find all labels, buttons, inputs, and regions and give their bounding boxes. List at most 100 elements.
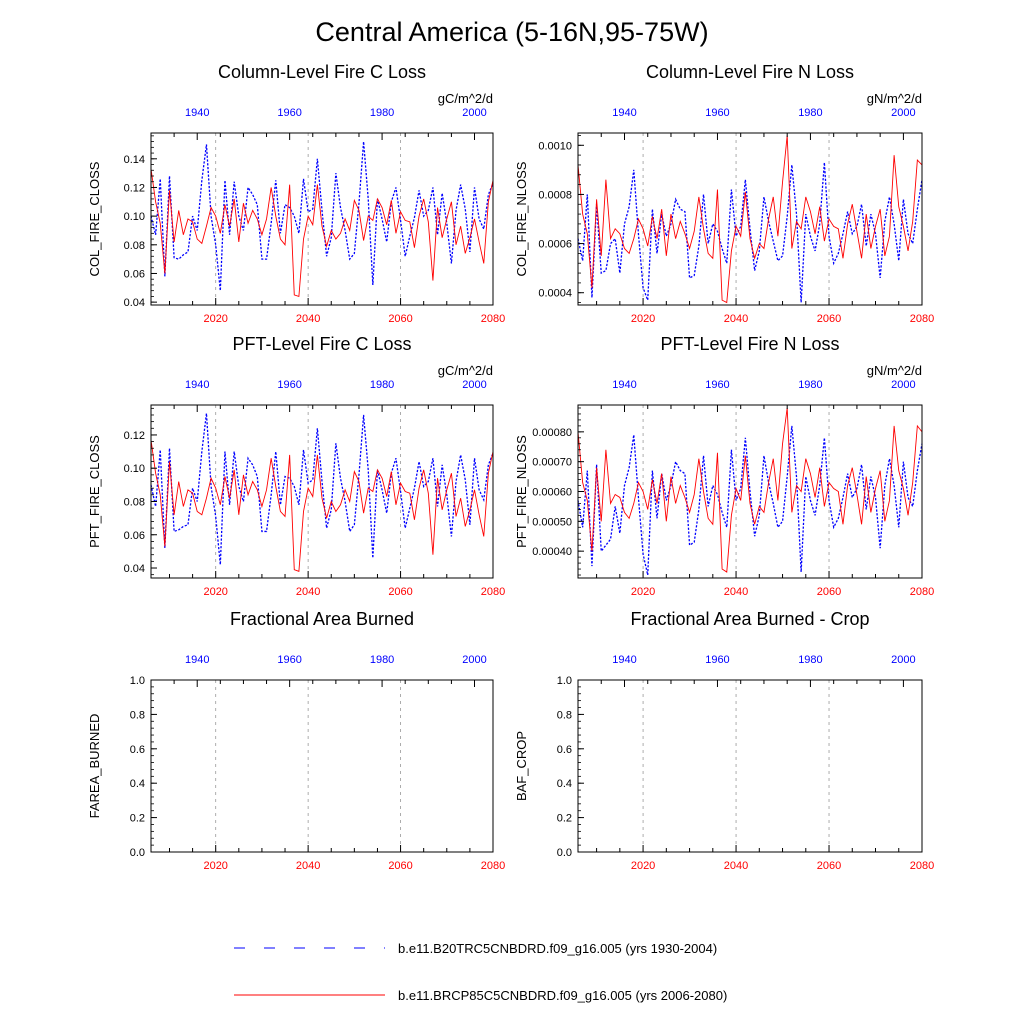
plot-frame (577, 132, 923, 306)
units-label: gC/m^2/d (438, 363, 493, 378)
x-bottom-tick-label: 2060 (817, 860, 841, 872)
main-title: Central America (5-16N,95-75W) (315, 17, 708, 47)
chart-panels: Column-Level Fire C Loss gC/m^2/d COL_FIRE… (87, 62, 934, 872)
x-bottom-tick-label: 2040 (724, 860, 748, 872)
y-tick-label: 0.0 (557, 847, 572, 859)
x-bottom-tick-label: 2080 (481, 586, 505, 598)
x-bottom-tick-label: 2080 (910, 313, 934, 325)
x-bottom-tick-label: 2080 (910, 860, 934, 872)
legend-label-control: b.e11.B20TRC5CNBDRD.f09_g16.005 (yrs 193… (398, 941, 717, 956)
panel-title: Fractional Area Burned - Crop (630, 609, 869, 629)
y-tick-label: 0.14 (124, 154, 145, 166)
y-tick-label: 0.0006 (538, 239, 572, 251)
y-axis-label: PFT_FIRE_CLOSS (87, 435, 102, 548)
y-tick-label: 1.0 (130, 675, 145, 687)
x-top-tick-label: 1940 (612, 654, 636, 666)
x-bottom-tick-label: 2040 (296, 586, 320, 598)
x-top-tick-label: 1980 (798, 654, 822, 666)
y-tick-label: 0.08 (124, 240, 145, 252)
x-top-tick-label: 2000 (462, 107, 486, 119)
x-bottom-tick-label: 2020 (631, 860, 655, 872)
y-tick-label: 0.4 (130, 778, 145, 790)
y-tick-label: 0.08 (124, 496, 145, 508)
chart-panel-pft-fire-closs: PFT-Level Fire C Loss gC/m^2/d PFT_FIRE_CL… (87, 334, 505, 598)
y-tick-label: 0.06 (124, 268, 145, 280)
x-bottom-tick-label: 2080 (910, 586, 934, 598)
x-top-tick-label: 1960 (277, 379, 301, 391)
y-tick-label: 0.10 (124, 211, 145, 223)
series-line-control (150, 413, 494, 565)
y-tick-label: 0.0010 (538, 140, 572, 152)
x-top-tick-label: 1960 (277, 654, 301, 666)
series-line-future (577, 407, 923, 573)
y-tick-label: 0.6 (557, 744, 572, 756)
y-tick-label: 0.10 (124, 463, 145, 475)
series-line-control (577, 162, 923, 303)
units-label: gN/m^2/d (867, 91, 922, 106)
x-bottom-tick-label: 2020 (203, 586, 227, 598)
y-tick-label: 0.2 (557, 813, 572, 825)
x-top-tick-label: 1980 (370, 379, 394, 391)
y-tick-label: 0.04 (124, 297, 145, 309)
legend: b.e11.B20TRC5CNBDRD.f09_g16.005 (yrs 193… (234, 941, 727, 1003)
y-axis-label: COL_FIRE_CLOSS (87, 161, 102, 276)
series-line-future (150, 168, 494, 297)
x-bottom-tick-label: 2040 (296, 860, 320, 872)
panel-title: PFT-Level Fire C Loss (232, 334, 411, 354)
y-tick-label: 0.00060 (532, 487, 572, 499)
y-tick-label: 0.00080 (532, 427, 572, 439)
y-tick-label: 0.12 (124, 182, 145, 194)
x-top-tick-label: 2000 (891, 654, 915, 666)
x-top-tick-label: 1940 (185, 654, 209, 666)
x-bottom-tick-label: 2060 (388, 313, 412, 325)
y-axis-label: FAREA_BURNED (87, 714, 102, 819)
panel-title: PFT-Level Fire N Loss (660, 334, 839, 354)
series-line-future (577, 135, 923, 304)
x-top-tick-label: 1980 (370, 107, 394, 119)
units-label: gC/m^2/d (438, 91, 493, 106)
x-top-tick-label: 1980 (798, 107, 822, 119)
x-bottom-tick-label: 2060 (388, 860, 412, 872)
y-tick-label: 0.04 (124, 563, 145, 575)
x-top-tick-label: 1960 (705, 379, 729, 391)
y-tick-label: 0.8 (130, 709, 145, 721)
chart-panel-col-fire-nloss: Column-Level Fire N Loss gN/m^2/d COL_FIRE… (514, 62, 934, 325)
y-tick-label: 0.6 (130, 744, 145, 756)
x-bottom-tick-label: 2020 (631, 313, 655, 325)
chart-panel-col-fire-closs: Column-Level Fire C Loss gC/m^2/d COL_FIRE… (87, 62, 505, 325)
x-bottom-tick-label: 2020 (203, 860, 227, 872)
x-top-tick-label: 2000 (462, 654, 486, 666)
y-tick-label: 0.00040 (532, 546, 572, 558)
y-tick-label: 0.00050 (532, 516, 572, 528)
chart-panel-farea-burned: Fractional Area Burned FAREA_BURNED 0.0 0.2… (87, 609, 505, 872)
y-axis-label: COL_FIRE_NLOSS (514, 161, 529, 276)
x-bottom-tick-label: 2040 (724, 313, 748, 325)
y-tick-label: 0.0004 (538, 288, 572, 300)
series-line-control (150, 141, 494, 291)
x-top-tick-label: 1940 (185, 107, 209, 119)
y-tick-label: 0.0 (130, 847, 145, 859)
plot-frame (150, 404, 494, 579)
x-bottom-tick-label: 2080 (481, 860, 505, 872)
plot-frame (150, 679, 494, 853)
x-top-tick-label: 1940 (185, 379, 209, 391)
x-bottom-tick-label: 2020 (631, 586, 655, 598)
x-bottom-tick-label: 2060 (817, 586, 841, 598)
x-bottom-tick-label: 2040 (724, 586, 748, 598)
chart-panel-pft-fire-nloss: PFT-Level Fire N Loss gN/m^2/d PFT_FIRE_NL… (514, 334, 934, 598)
x-top-tick-label: 1980 (798, 379, 822, 391)
plot-frame (150, 132, 494, 306)
y-tick-label: 0.06 (124, 530, 145, 542)
plot-frame (577, 679, 923, 853)
chart-panel-baf-crop: Fractional Area Burned - Crop BAF_CROP 0.0… (514, 609, 934, 872)
y-axis-label: BAF_CROP (514, 731, 529, 801)
x-top-tick-label: 1980 (370, 654, 394, 666)
legend-label-future: b.e11.BRCP85C5CNBDRD.f09_g16.005 (yrs 20… (398, 988, 727, 1003)
x-top-tick-label: 2000 (891, 107, 915, 119)
panel-title: Column-Level Fire N Loss (646, 62, 854, 82)
y-axis-label: PFT_FIRE_NLOSS (514, 435, 529, 548)
x-bottom-tick-label: 2080 (481, 313, 505, 325)
x-top-tick-label: 1960 (705, 107, 729, 119)
x-bottom-tick-label: 2020 (203, 313, 227, 325)
